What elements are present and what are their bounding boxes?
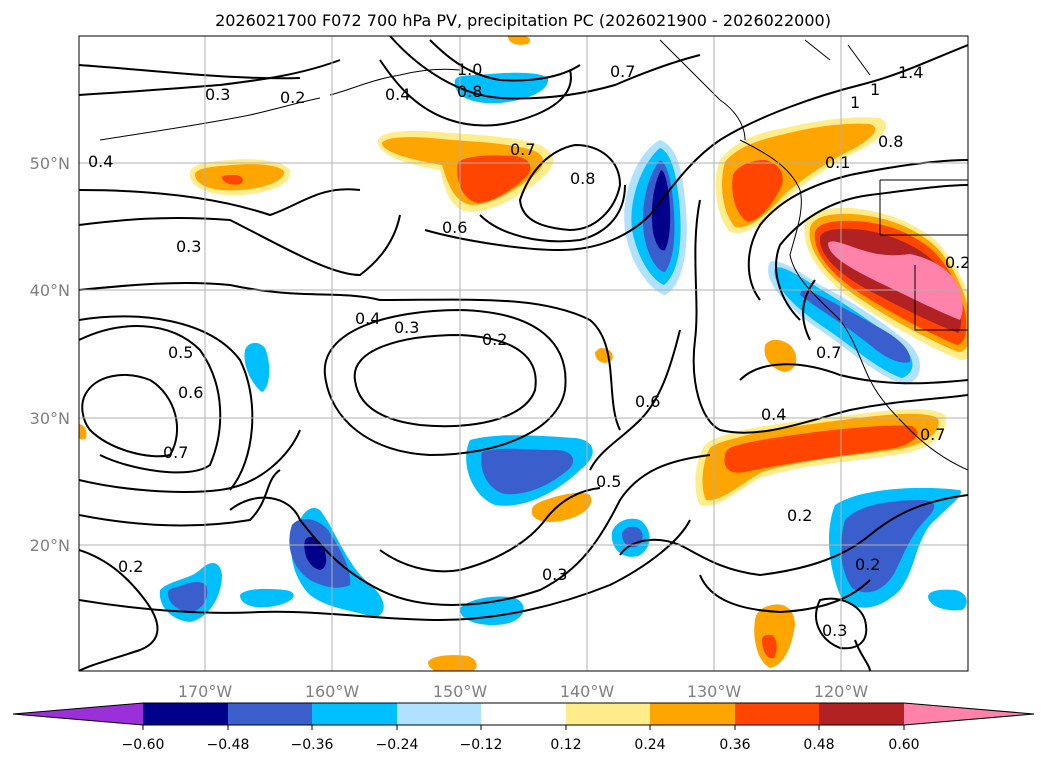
contour-label: 0.5 xyxy=(168,343,193,362)
contour-label: 0.8 xyxy=(457,82,482,101)
contour-label: 0.7 xyxy=(920,425,945,444)
pos-area-south-center xyxy=(531,492,592,522)
pv-contours xyxy=(79,36,968,671)
colorbar-extend-left xyxy=(13,703,143,725)
longitude-labels: 170°W 160°W 150°W 140°W 130°W 120°W xyxy=(178,682,869,701)
lat-label: 20°N xyxy=(30,536,70,555)
pos-area-tiny-2 xyxy=(79,424,87,440)
pos-area-south-bottom-core xyxy=(762,634,777,659)
contour-label: 0.3 xyxy=(205,85,230,104)
lon-label: 120°W xyxy=(814,682,869,701)
colorbar-segment xyxy=(819,703,904,725)
lat-label: 30°N xyxy=(30,409,70,428)
colorbar-ticks xyxy=(142,725,905,730)
colorbar: −0.60 −0.48 −0.36 −0.24 −0.12 0.12 0.24 … xyxy=(12,702,1035,753)
contour-label: 0.2 xyxy=(118,557,143,576)
lat-label: 40°N xyxy=(30,281,70,300)
map-frame xyxy=(78,35,969,672)
contour-label: 0.7 xyxy=(610,62,635,81)
contour-label: 0.2 xyxy=(855,555,880,574)
pos-area-gulf-alaska-core xyxy=(457,155,531,203)
lon-label: 130°W xyxy=(687,682,742,701)
contour-labels: 0.3 0.2 0.4 1.0 0.8 0.7 0.4 0.7 0.8 0.6 … xyxy=(88,60,970,640)
pos-area-bottom-small xyxy=(428,655,477,671)
map-panel: 0.3 0.2 0.4 1.0 0.8 0.7 0.4 0.7 0.8 0.6 … xyxy=(78,35,970,672)
colorbar-tick-label: 0.60 xyxy=(888,737,919,753)
colorbar-segment xyxy=(481,703,566,725)
colorbar-tick-label: −0.36 xyxy=(291,737,334,753)
contour-label: 0.6 xyxy=(442,218,467,237)
contour-label: 0.6 xyxy=(178,383,203,402)
neg-area-hawaii-north-core xyxy=(481,448,574,495)
contour-label: 0.8 xyxy=(878,132,903,151)
contour-label: 0.3 xyxy=(394,318,419,337)
contour-label: 0.2 xyxy=(787,506,812,525)
colorbar-extend-right xyxy=(904,703,1034,725)
contour-label: 0.7 xyxy=(163,443,188,462)
gridlines xyxy=(79,36,968,671)
contour-label: 1.4 xyxy=(898,63,923,82)
colorbar-tick-label: 0.36 xyxy=(719,737,750,753)
colorbar-tick-label: −0.60 xyxy=(122,737,165,753)
latitude-labels: 50°N 40°N 30°N 20°N xyxy=(30,154,70,555)
colorbar-segment xyxy=(735,703,819,725)
colorbar-segment xyxy=(650,703,735,725)
contour-label: 0.2 xyxy=(280,88,305,107)
pos-area-subtropical-band-core xyxy=(724,425,918,473)
neg-area-southeast-small xyxy=(928,589,967,611)
contour-label: 0.5 xyxy=(596,472,621,491)
contour-label: 0.7 xyxy=(816,343,841,362)
neg-area-southwest-1-core xyxy=(168,582,208,612)
contour-label: 0.2 xyxy=(482,330,507,349)
lon-label: 160°W xyxy=(305,682,360,701)
colorbar-segment xyxy=(143,703,228,725)
colorbar-segment xyxy=(566,703,650,725)
pos-area-pnw-core xyxy=(732,160,783,222)
figure-title: 2026021700 F072 700 hPa PV, precipitatio… xyxy=(215,11,831,30)
colorbar-tick-label: 0.12 xyxy=(550,737,581,753)
contour-label: 0.3 xyxy=(822,621,847,640)
contour-label: 0.6 xyxy=(635,392,660,411)
lon-label: 170°W xyxy=(178,682,233,701)
contour-label: 0.4 xyxy=(355,309,380,328)
colorbar-tick-label: 0.48 xyxy=(803,737,834,753)
colorbar-tick-label: −0.48 xyxy=(207,737,250,753)
contour-label: 0.2 xyxy=(945,253,970,272)
contour-label: 1 xyxy=(850,93,860,112)
neg-area-southeast-core xyxy=(840,500,935,593)
colorbar-tick-label: 0.24 xyxy=(634,737,665,753)
contour-label: 0.1 xyxy=(825,153,850,172)
coastline xyxy=(99,39,968,471)
contour-label: 1.0 xyxy=(457,60,482,79)
colorbar-tick-label: −0.12 xyxy=(460,737,503,753)
contour-label: 0.4 xyxy=(88,152,113,171)
lon-label: 140°W xyxy=(560,682,615,701)
neg-area-east-pacific-north-peak xyxy=(651,170,671,251)
precip-shading xyxy=(79,36,968,671)
neg-area-small-1 xyxy=(244,342,270,392)
colorbar-segment xyxy=(228,703,312,725)
contour-label: 0.4 xyxy=(385,85,410,104)
colorbar-segment xyxy=(397,703,481,725)
pos-area-south-bottom xyxy=(754,604,795,668)
colorbar-segment xyxy=(312,703,397,725)
contour-label: 0.3 xyxy=(542,565,567,584)
lat-label: 50°N xyxy=(30,154,70,173)
pos-area-top-small xyxy=(508,36,530,45)
contour-label: 0.8 xyxy=(570,169,595,188)
contour-label: 0.7 xyxy=(510,140,535,159)
contour-label: 0.4 xyxy=(761,405,786,424)
pos-area-west-small-core xyxy=(222,175,243,185)
colorbar-tick-label: −0.24 xyxy=(376,737,419,753)
contour-label: 0.3 xyxy=(176,237,201,256)
contour-label: 1 xyxy=(870,80,880,99)
lon-label: 150°W xyxy=(433,682,488,701)
pos-area-california-peak xyxy=(828,241,963,320)
neg-area-southwest-2 xyxy=(240,588,294,608)
